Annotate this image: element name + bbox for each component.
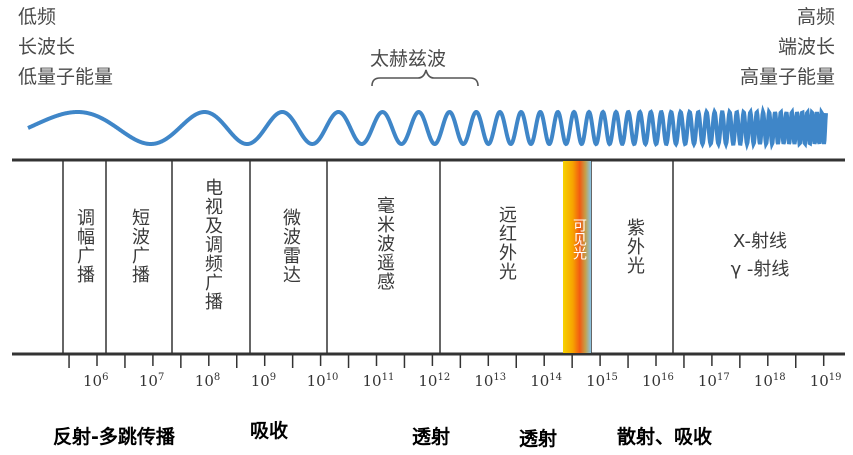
- axis-tick-label: 1016: [642, 372, 674, 390]
- band-far-infrared: 远红外光: [496, 205, 517, 281]
- behavior-reflection: 反射-多跳传播: [53, 426, 175, 448]
- behavior-absorption: 吸收: [250, 420, 289, 442]
- terahertz-label: 太赫兹波: [370, 48, 447, 70]
- xray-label: X-射线: [733, 231, 787, 252]
- axis-ticks: [68, 354, 825, 368]
- band-am-broadcast: 调幅广播: [74, 208, 95, 284]
- axis-tick-label: 1017: [697, 372, 730, 390]
- band-millimeter-wave: 毫米波遥感: [374, 196, 395, 291]
- low-energy-text: 低量子能量: [18, 66, 114, 88]
- band-tv-fm: 电视及调频广播: [202, 178, 223, 311]
- band-xray-gamma: X-射线 γ -射线: [700, 228, 820, 284]
- high-frequency-note: 高频 端波长 高量子能量: [740, 2, 835, 92]
- axis-tick-label: 1019: [809, 372, 842, 390]
- axis-tick-label: 107: [138, 372, 165, 390]
- low-frequency-text: 低频: [18, 6, 57, 28]
- short-wavelength-text: 端波长: [777, 36, 835, 58]
- axis-tick-label: 1014: [530, 372, 563, 390]
- band-ultraviolet: 紫外光: [624, 218, 645, 275]
- axis-tick-label: 108: [194, 372, 221, 390]
- spectrum-wave: [27, 104, 828, 152]
- behavior-transmission-2: 透射: [519, 428, 558, 450]
- axis-tick-label: 1015: [586, 372, 618, 390]
- axis-tick-label: 1010: [306, 372, 339, 390]
- behavior-scatter-absorption: 散射、吸收: [617, 426, 713, 448]
- axis-tick-label: 1012: [418, 372, 451, 390]
- visible-light-band: [563, 161, 591, 353]
- long-wavelength-text: 长波长: [18, 36, 76, 58]
- high-frequency-text: 高频: [796, 6, 835, 28]
- band-visible-light: 可见光: [571, 218, 587, 260]
- axis-tick-label: 1013: [474, 372, 507, 390]
- behavior-transmission-1: 透射: [412, 426, 451, 448]
- band-shortwave: 短波广播: [129, 208, 150, 284]
- gamma-label: γ -射线: [730, 259, 790, 280]
- low-frequency-note: 低频 长波长 低量子能量: [18, 2, 113, 92]
- axis-tick-label: 1018: [753, 372, 786, 390]
- high-energy-text: 高量子能量: [739, 66, 835, 88]
- axis-tick-label: 106: [83, 372, 109, 390]
- terahertz-brace: [371, 69, 479, 87]
- axis-tick-label: 1011: [362, 372, 395, 390]
- band-microwave-radar: 微波雷达: [280, 208, 301, 284]
- axis-tick-label: 109: [250, 372, 277, 390]
